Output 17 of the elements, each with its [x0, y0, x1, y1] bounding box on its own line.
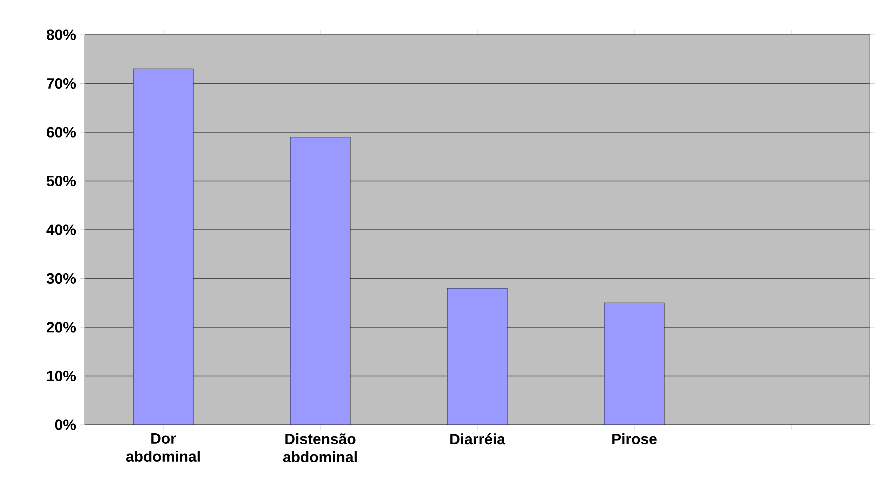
- y-tick-label: 80%: [46, 30, 76, 40]
- y-tick-label: 20%: [46, 322, 76, 333]
- y-tick-label: 10%: [47, 370, 76, 382]
- x-tick-label: Diarréia: [450, 434, 506, 445]
- bar: [447, 288, 508, 425]
- bar: [290, 137, 351, 425]
- y-tick-label: 0%: [55, 420, 76, 430]
- y-tick-label: 50%: [46, 176, 76, 187]
- bar: [133, 68, 194, 425]
- y-tick-label: 60%: [46, 127, 76, 138]
- y-tick-label: 40%: [46, 224, 76, 236]
- x-tick-label: Pirose: [612, 434, 657, 445]
- y-tick-label: 70%: [47, 78, 76, 90]
- x-tick-label: Distensão abdominal: [283, 434, 357, 463]
- x-tick-label: Dor abdominal: [126, 434, 200, 462]
- y-tick-label: 30%: [46, 273, 76, 284]
- bar: [604, 302, 665, 425]
